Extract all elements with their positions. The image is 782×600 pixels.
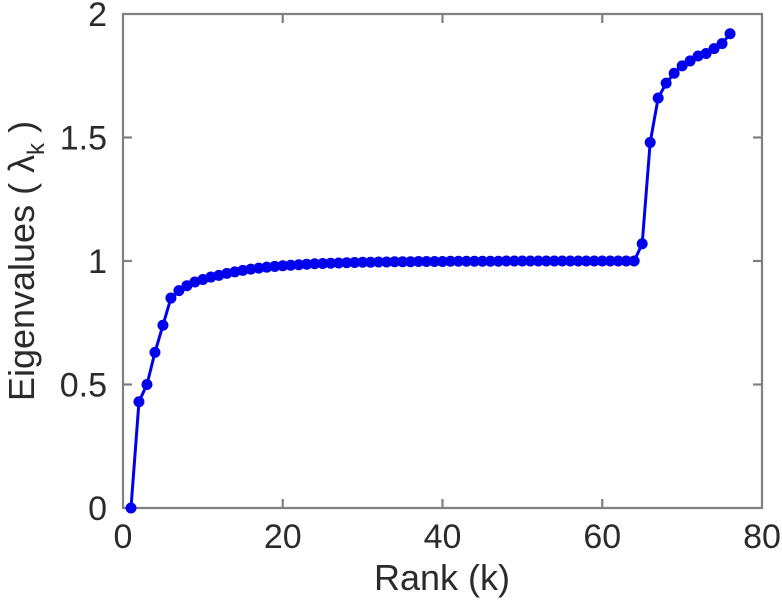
y-tick-label: 2 xyxy=(88,0,107,34)
x-tick-label: 0 xyxy=(114,518,133,556)
y-axis-ticks xyxy=(123,136,762,386)
series-data-point xyxy=(668,67,680,79)
data-series xyxy=(125,28,736,514)
x-tick-label: 40 xyxy=(424,518,462,556)
series-data-point xyxy=(165,292,177,304)
y-axis-tick-labels: 0 0.5 1 1.5 2 xyxy=(60,0,107,528)
series-data-point xyxy=(676,60,688,72)
series-data-point xyxy=(644,136,656,148)
series-data-point xyxy=(157,319,169,331)
y-axis-title-subscript: k xyxy=(23,142,50,155)
data-series-group xyxy=(125,28,736,514)
y-axis-title-suffix: ) xyxy=(1,121,42,143)
x-axis-tick-labels: 0 20 40 60 80 xyxy=(114,518,781,556)
y-axis-title-group: Eigenvalues ( λk ) xyxy=(1,121,50,401)
x-tick-label: 20 xyxy=(264,518,302,556)
series-data-point xyxy=(149,346,161,358)
series-data-point xyxy=(660,77,672,89)
series-data-point xyxy=(708,43,720,55)
y-axis-title: Eigenvalues ( λk ) xyxy=(1,121,50,401)
series-data-point xyxy=(724,28,736,40)
series-data-point xyxy=(141,379,153,390)
y-tick-label: 1.5 xyxy=(60,120,107,158)
axis-frame xyxy=(121,12,764,510)
series-data-point xyxy=(716,38,728,50)
x-axis-ticks xyxy=(281,14,604,508)
series-data-point xyxy=(628,255,640,267)
x-tick-label: 80 xyxy=(743,518,781,556)
series-data-point xyxy=(636,238,648,250)
y-tick-label: 0.5 xyxy=(60,367,107,405)
series-data-point xyxy=(125,502,137,514)
series-data-point xyxy=(173,285,185,297)
series-data-point xyxy=(684,55,696,67)
x-tick-label: 60 xyxy=(583,518,621,556)
y-axis-title-main: Eigenvalues ( λ xyxy=(1,155,42,401)
series-data-point xyxy=(700,48,712,60)
y-tick-label: 0 xyxy=(88,490,107,528)
x-axis-title: Rank (k) xyxy=(374,557,510,598)
series-data-point xyxy=(652,92,664,104)
series-data-point xyxy=(133,396,145,408)
y-tick-label: 1 xyxy=(88,243,107,281)
